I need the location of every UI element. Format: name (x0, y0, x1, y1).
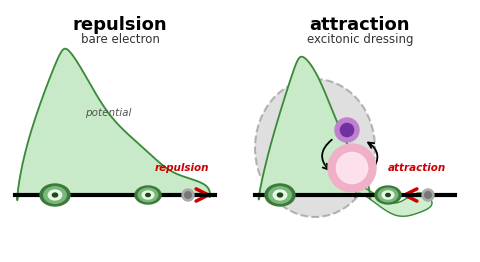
Ellipse shape (269, 187, 291, 203)
Circle shape (328, 144, 376, 192)
Circle shape (185, 192, 192, 198)
Ellipse shape (40, 184, 70, 206)
Polygon shape (259, 57, 371, 199)
Ellipse shape (44, 187, 66, 203)
Ellipse shape (277, 193, 283, 197)
Ellipse shape (382, 191, 394, 199)
Circle shape (340, 123, 354, 137)
Text: attraction: attraction (310, 16, 410, 34)
Text: attraction: attraction (388, 163, 446, 173)
Polygon shape (355, 188, 432, 216)
Ellipse shape (138, 188, 158, 202)
Text: repulsion: repulsion (72, 16, 168, 34)
Ellipse shape (48, 190, 62, 200)
Circle shape (336, 152, 368, 184)
Ellipse shape (255, 79, 375, 217)
Circle shape (425, 192, 432, 198)
Ellipse shape (142, 191, 154, 199)
Ellipse shape (386, 193, 390, 196)
Ellipse shape (135, 186, 161, 204)
Circle shape (335, 118, 359, 142)
Ellipse shape (273, 190, 287, 200)
Polygon shape (17, 49, 210, 200)
Circle shape (422, 189, 434, 201)
Ellipse shape (378, 188, 398, 202)
Text: excitonic dressing: excitonic dressing (307, 33, 413, 46)
Text: repulsion: repulsion (155, 163, 209, 173)
Circle shape (182, 189, 194, 201)
Ellipse shape (375, 186, 401, 204)
Ellipse shape (146, 193, 150, 196)
Text: bare electron: bare electron (81, 33, 159, 46)
Text: potential: potential (85, 108, 132, 118)
Ellipse shape (52, 193, 58, 197)
Ellipse shape (265, 184, 295, 206)
